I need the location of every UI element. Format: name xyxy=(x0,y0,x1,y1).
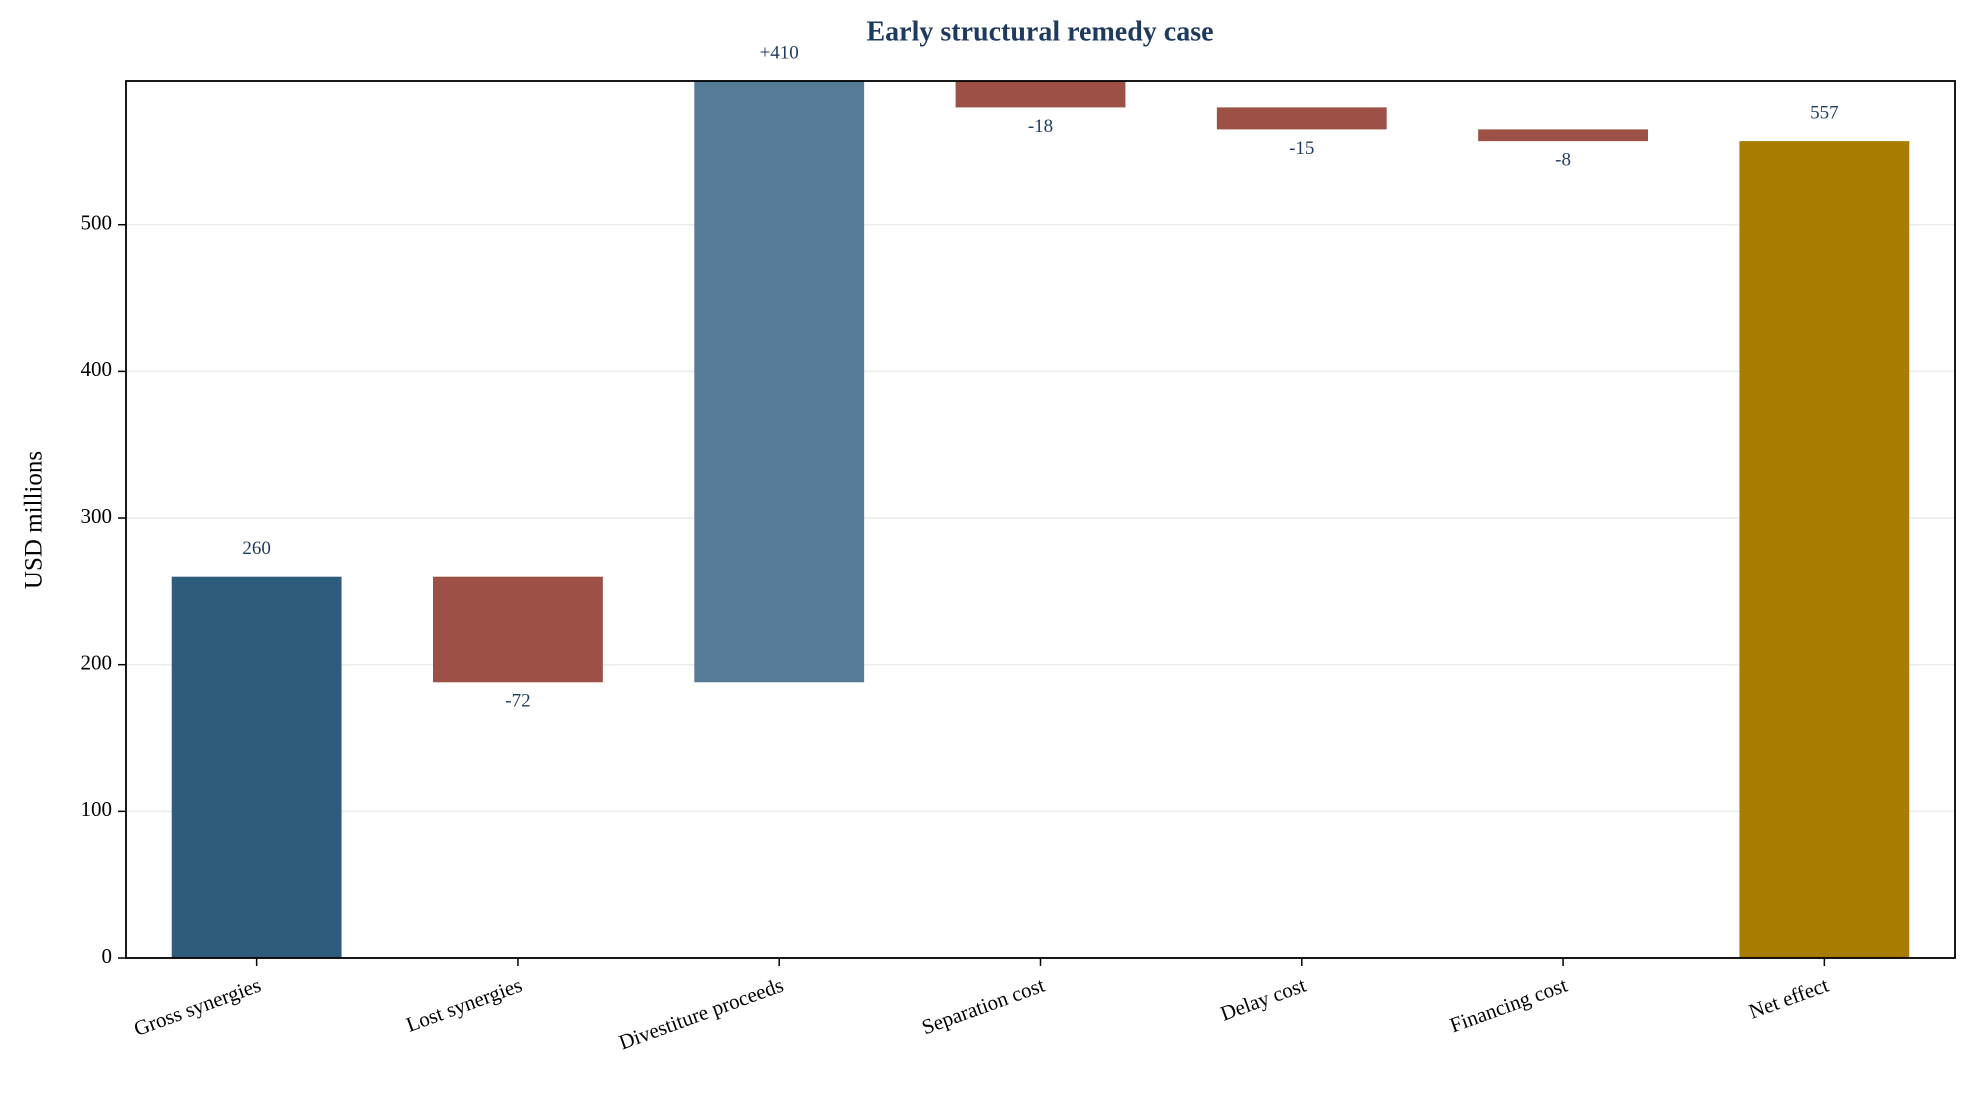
value-label: -15 xyxy=(1289,138,1314,159)
bar xyxy=(1216,107,1387,130)
bar xyxy=(171,576,342,958)
chart-title: Early structural remedy case xyxy=(866,16,1213,47)
y-axis-label: USD millions xyxy=(21,451,48,589)
y-tick-label: 0 xyxy=(102,944,113,968)
y-tick-label: 100 xyxy=(81,797,113,821)
x-tick-label: Gross synergies xyxy=(131,973,264,1041)
value-label: -18 xyxy=(1028,116,1053,137)
bar xyxy=(694,81,865,683)
y-tick-label: 400 xyxy=(81,357,113,381)
value-label: 557 xyxy=(1810,102,1839,123)
bar xyxy=(433,576,603,683)
y-tick-label: 300 xyxy=(81,504,113,528)
plot-frame xyxy=(125,80,1956,959)
bar xyxy=(1478,129,1648,142)
y-tick-label: 500 xyxy=(81,211,113,235)
x-tick-label: Lost synergies xyxy=(403,973,525,1037)
value-label: -8 xyxy=(1555,149,1571,170)
x-tick-label: Separation cost xyxy=(919,973,1048,1040)
x-tick-label: Net effect xyxy=(1746,973,1832,1024)
value-label: 260 xyxy=(242,538,271,559)
bar xyxy=(1739,141,1910,958)
value-label: -72 xyxy=(505,691,530,712)
x-tick-label: Delay cost xyxy=(1217,973,1309,1026)
y-tick-label: 200 xyxy=(81,651,113,675)
x-tick-label: Divestiture proceeds xyxy=(616,973,787,1055)
bar xyxy=(955,81,1126,108)
x-tick-label: Financing cost xyxy=(1447,973,1571,1038)
value-label: +410 xyxy=(760,42,799,63)
